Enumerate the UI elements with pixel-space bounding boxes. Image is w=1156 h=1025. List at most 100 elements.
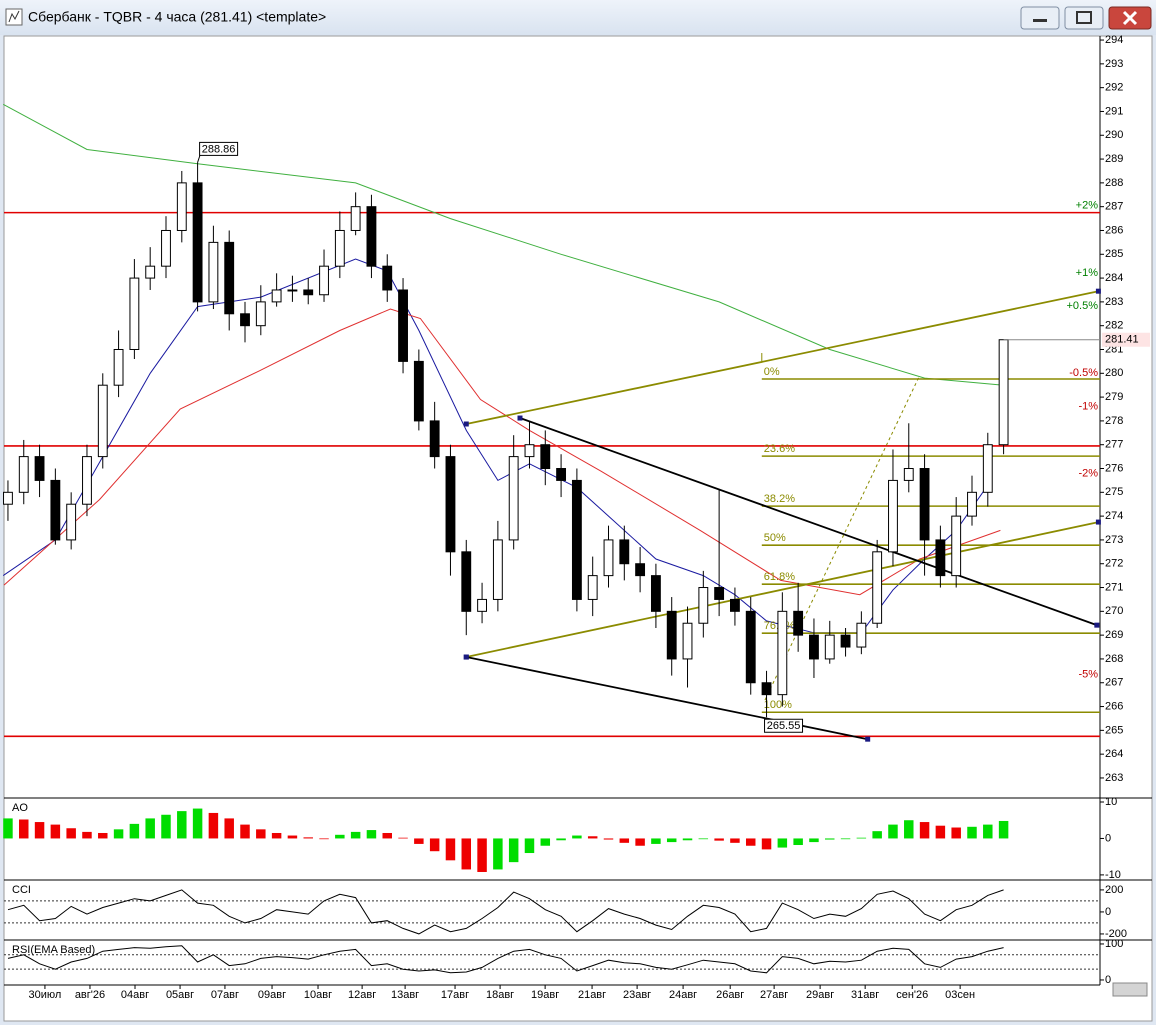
candle-body bbox=[271, 289, 282, 303]
y-tick-label: 266 bbox=[1105, 700, 1123, 712]
candle-body bbox=[730, 598, 740, 612]
maximize-button[interactable] bbox=[1064, 6, 1104, 30]
trend-handle bbox=[1095, 519, 1101, 525]
minimize-button[interactable] bbox=[1020, 6, 1060, 30]
candle-body bbox=[319, 265, 329, 296]
ao-bar bbox=[129, 823, 140, 839]
y-tick-label: 294 bbox=[1105, 34, 1123, 46]
ao-bar bbox=[366, 830, 377, 839]
candle-body bbox=[303, 289, 314, 296]
candle-body bbox=[540, 444, 551, 470]
candle-body bbox=[382, 265, 393, 291]
minimize-glyph bbox=[1033, 19, 1047, 22]
ao-bar bbox=[619, 838, 630, 843]
window-title: Сбербанк - TQBR - 4 часа (281.41) <templ… bbox=[28, 9, 326, 25]
candle-body bbox=[192, 182, 203, 303]
ao-bar bbox=[477, 838, 487, 872]
candle-body bbox=[3, 491, 13, 505]
trend-handle bbox=[463, 654, 469, 660]
y-tick-label: 289 bbox=[1105, 153, 1123, 165]
y-tick-label: 10 bbox=[1105, 796, 1117, 808]
candle-body bbox=[840, 634, 851, 648]
y-tick-label: 287 bbox=[1105, 201, 1123, 213]
maximize-glyph bbox=[1076, 11, 1092, 24]
x-tick-label: сен'26 bbox=[896, 989, 928, 1001]
indicator-title: CCI bbox=[12, 884, 31, 896]
indicator-title: AO bbox=[12, 802, 28, 814]
ao-bar bbox=[587, 836, 598, 839]
indicator-title: RSI(EMA Based) bbox=[12, 944, 95, 956]
candle-body bbox=[556, 468, 567, 481]
candle-body bbox=[524, 444, 535, 458]
candle-body bbox=[18, 456, 29, 493]
y-tick-label: 100 bbox=[1105, 938, 1123, 950]
ao-bar bbox=[461, 838, 472, 870]
y-tick-label: 275 bbox=[1105, 486, 1123, 498]
ao-bar bbox=[19, 819, 29, 839]
ao-bar bbox=[888, 824, 898, 839]
y-tick-label: 265 bbox=[1105, 724, 1123, 736]
candle-body bbox=[951, 515, 962, 577]
ao-bar bbox=[66, 828, 76, 839]
y-tick-label: 283 bbox=[1105, 296, 1123, 308]
fib-label: 0% bbox=[764, 366, 780, 378]
ao-bar bbox=[98, 832, 108, 839]
x-tick-label: 27авг bbox=[760, 989, 788, 1001]
ao-bar bbox=[508, 838, 519, 863]
candle-body bbox=[872, 551, 883, 624]
candle-body bbox=[176, 182, 187, 231]
candle-body bbox=[587, 575, 598, 600]
y-tick-label: -10 bbox=[1105, 869, 1121, 881]
candle-body bbox=[429, 420, 440, 458]
ao-bar bbox=[271, 832, 282, 839]
x-tick-label: 17авг bbox=[441, 989, 469, 1001]
percent-level-label: +1% bbox=[1076, 267, 1099, 279]
trend-handle bbox=[1095, 288, 1101, 294]
ao-bar bbox=[335, 834, 345, 839]
ao-bar bbox=[3, 818, 13, 839]
fib-label: 38.2% bbox=[764, 493, 795, 505]
candle-body bbox=[240, 313, 250, 327]
ao-bar bbox=[761, 838, 772, 850]
y-tick-label: 0 bbox=[1105, 906, 1111, 918]
trend-handle bbox=[865, 736, 871, 742]
x-tick-label: 12авг bbox=[348, 989, 376, 1001]
ao-bar bbox=[256, 829, 266, 839]
candle-body bbox=[745, 610, 756, 684]
plot-layer: 30июл авг'26 04авг 05авг 07авг 09авг 10авг 12ав… bbox=[2, 34, 1152, 1001]
candle-body bbox=[809, 634, 819, 660]
y-tick-label: 272 bbox=[1105, 558, 1123, 570]
ao-bar bbox=[919, 822, 930, 839]
ao-bar bbox=[445, 838, 456, 861]
ao-bar bbox=[287, 835, 298, 839]
trend-handle bbox=[1094, 622, 1100, 628]
candle-body bbox=[208, 241, 219, 303]
candle-body bbox=[255, 301, 266, 327]
y-tick-label: 284 bbox=[1105, 272, 1123, 284]
trend-handle bbox=[517, 415, 523, 421]
y-tick-label: 273 bbox=[1105, 534, 1123, 546]
x-tick-label: 31авг bbox=[851, 989, 879, 1001]
ao-bar bbox=[240, 824, 250, 839]
ao-bar bbox=[34, 822, 45, 839]
percent-level-label: +2% bbox=[1076, 200, 1099, 212]
x-tick-label: 23авг bbox=[623, 989, 651, 1001]
percent-level-label: -5% bbox=[1078, 669, 1098, 681]
y-tick-label: 291 bbox=[1105, 105, 1123, 117]
x-tick-label: авг'26 bbox=[75, 989, 105, 1001]
ao-bar bbox=[698, 838, 709, 840]
x-tick-label: 07авг bbox=[211, 989, 239, 1001]
high-callout: 288.86 bbox=[202, 143, 236, 155]
scrollbar-thumb[interactable] bbox=[1112, 982, 1148, 997]
x-tick-label: 18авг bbox=[486, 989, 514, 1001]
candle-body bbox=[145, 265, 156, 279]
x-tick-label: 24авг bbox=[669, 989, 697, 1001]
y-tick-label: 290 bbox=[1105, 129, 1123, 141]
ao-bar bbox=[319, 838, 329, 840]
y-tick-label: 263 bbox=[1105, 772, 1123, 784]
y-tick-label: 292 bbox=[1105, 82, 1123, 94]
y-tick-label: 267 bbox=[1105, 677, 1123, 689]
candle-body bbox=[398, 289, 408, 362]
x-tick-label: 04авг bbox=[121, 989, 149, 1001]
